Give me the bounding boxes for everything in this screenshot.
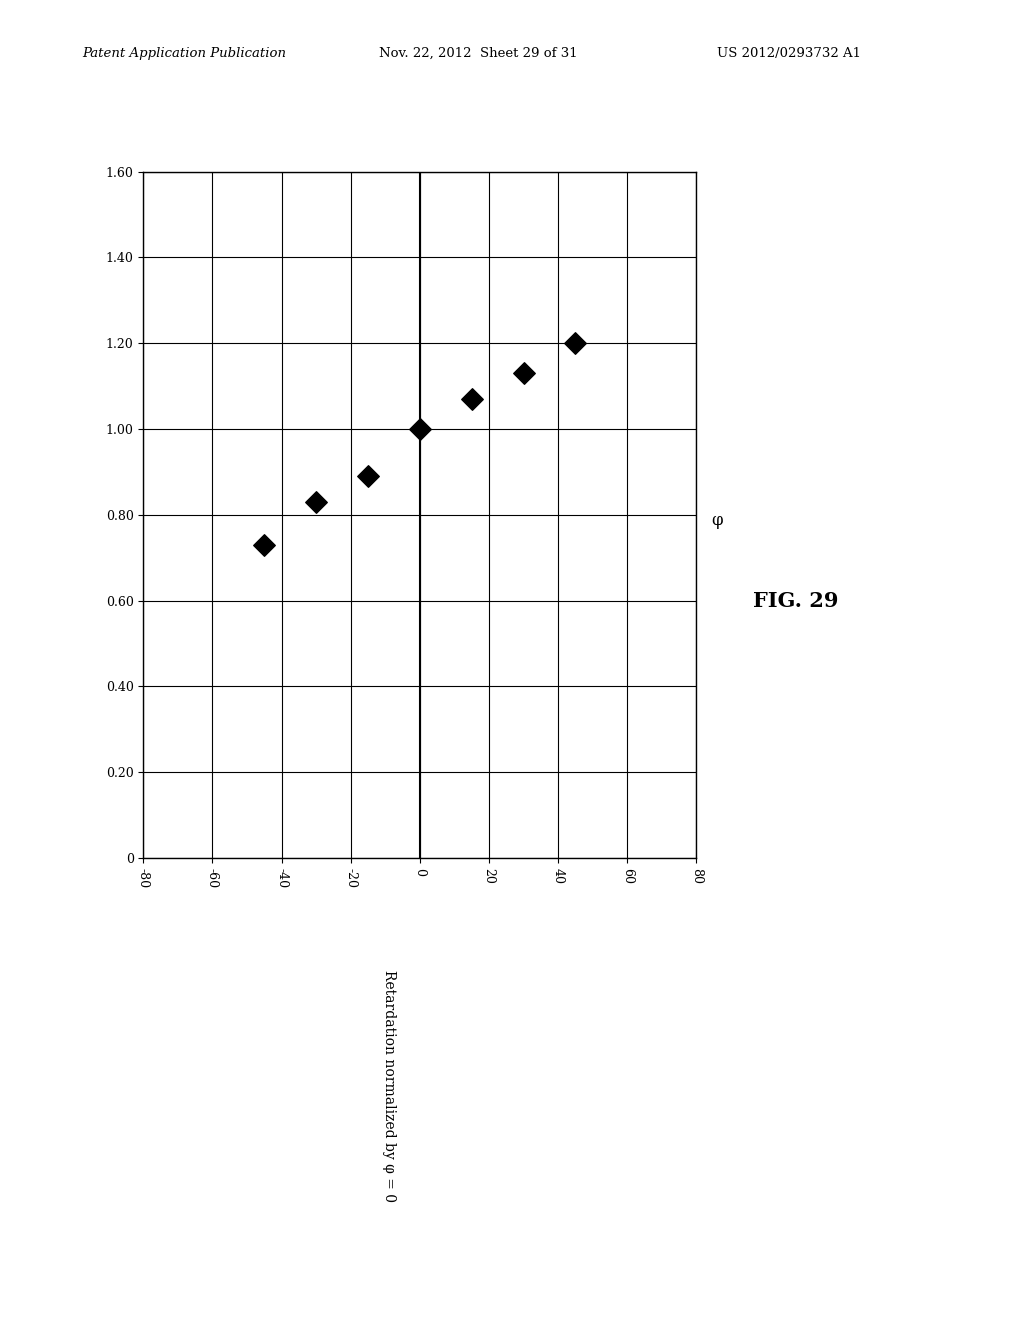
Point: [256, 535, 272, 556]
Point: [464, 388, 480, 409]
Point: [412, 418, 428, 440]
Text: Retardation normalized by φ = 0: Retardation normalized by φ = 0: [382, 970, 396, 1203]
Point: [359, 466, 376, 487]
Text: Nov. 22, 2012  Sheet 29 of 31: Nov. 22, 2012 Sheet 29 of 31: [379, 46, 578, 59]
Text: φ: φ: [712, 512, 723, 528]
Text: Patent Application Publication: Patent Application Publication: [82, 46, 286, 59]
Point: [567, 333, 584, 354]
Point: [515, 363, 531, 384]
Point: [308, 491, 325, 512]
Text: FIG. 29: FIG. 29: [753, 591, 838, 611]
Text: US 2012/0293732 A1: US 2012/0293732 A1: [717, 46, 861, 59]
